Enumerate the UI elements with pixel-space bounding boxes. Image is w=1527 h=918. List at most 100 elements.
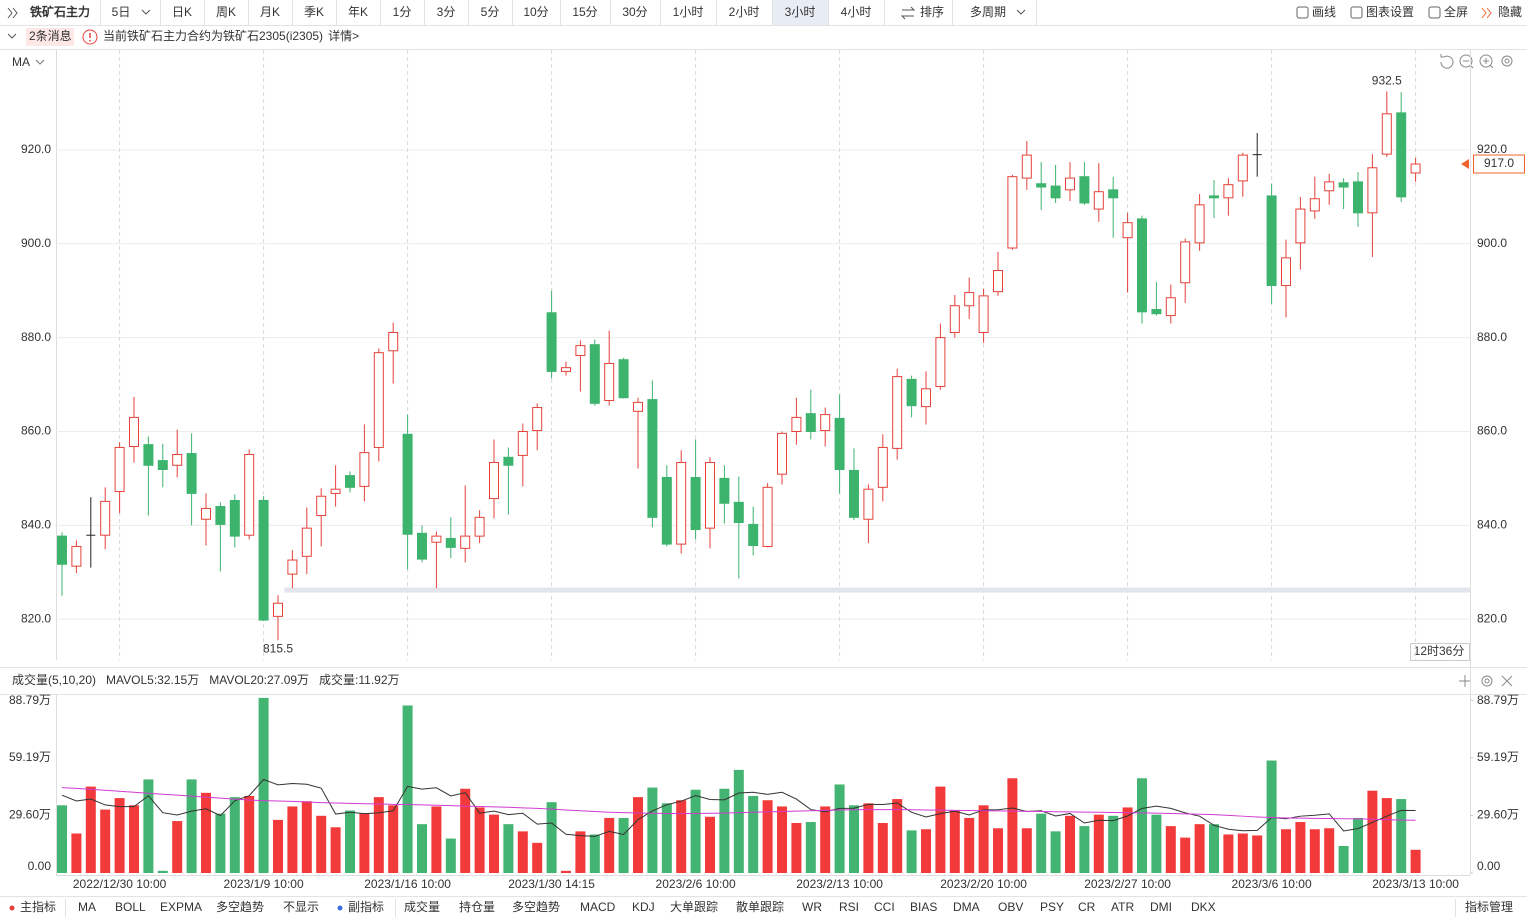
indicator-tab[interactable]: WR — [802, 900, 822, 914]
zoom-in-icon[interactable] — [1479, 54, 1493, 68]
tool-button[interactable]: 画线 — [1312, 5, 1336, 19]
zoom-out-icon[interactable] — [1459, 54, 1473, 68]
candle-body — [517, 430, 528, 456]
main-dot — [9, 905, 15, 911]
indicator-tab[interactable]: PSY — [1040, 900, 1064, 914]
volume-bar — [949, 810, 960, 873]
candle-body — [86, 534, 96, 536]
indicator-tab[interactable]: DMI — [1150, 900, 1172, 914]
x-tick-label: 2023/2/27 10:00 — [1084, 877, 1171, 891]
indicator-tab[interactable]: EXPMA — [160, 900, 202, 914]
period-tab[interactable]: 月K — [260, 5, 280, 19]
indicator-tab[interactable]: 大单跟踪 — [670, 900, 718, 914]
vol-tick-label-right: 88.79万 — [1477, 693, 1519, 707]
symbol[interactable]: 铁矿石主力 — [30, 4, 90, 19]
y-tick-label-right: 880.0 — [1477, 330, 1507, 344]
period-tab[interactable]: 季K — [304, 5, 324, 19]
tool-button[interactable]: 隐藏 — [1498, 5, 1522, 19]
volume-bar — [633, 797, 643, 873]
indicator-tab[interactable]: MACD — [580, 900, 616, 914]
period-tab[interactable]: 周K — [216, 5, 236, 19]
ma-dropdown[interactable] — [35, 59, 45, 65]
indicator-tab[interactable]: DKX — [1191, 900, 1216, 914]
indicator-tab[interactable]: ATR — [1111, 900, 1134, 914]
message-link[interactable]: 详情> — [328, 28, 359, 43]
expand-icon[interactable] — [7, 33, 17, 39]
vol-tick-label: 88.79万 — [9, 693, 51, 707]
candle-body — [618, 359, 629, 399]
indicator-tab[interactable]: DMA — [953, 900, 980, 914]
indicator-tab[interactable]: MA — [78, 900, 96, 914]
collapse-icon[interactable] — [7, 7, 18, 19]
indicator-tab[interactable]: 多空趋势 — [512, 900, 560, 914]
sort-button[interactable]: 排序 — [920, 4, 944, 19]
volume-bar — [1295, 822, 1306, 873]
vol-settings-icon[interactable] — [1481, 675, 1493, 687]
settings-icon[interactable] — [1501, 55, 1513, 67]
period-tab[interactable]: 10分 — [523, 5, 548, 19]
candle-body — [287, 559, 298, 575]
period-tab[interactable]: 3分 — [437, 5, 456, 19]
indicator-tab[interactable]: BIAS — [910, 900, 937, 914]
volume-tools — [1459, 675, 1513, 687]
volume-bar — [1252, 835, 1263, 873]
period-tab[interactable]: 15分 — [572, 5, 597, 19]
indicator-label[interactable]: MA — [12, 55, 30, 69]
message-badge — [26, 28, 74, 46]
indicator-tab[interactable]: RSI — [839, 900, 859, 914]
candle-body — [561, 367, 571, 372]
multi-period[interactable]: 多周期 — [970, 5, 1006, 19]
candle-body — [503, 456, 514, 466]
candle-body — [1122, 222, 1133, 239]
tool-button[interactable]: 全屏 — [1444, 4, 1468, 19]
period-tab[interactable]: 30分 — [622, 5, 647, 19]
candle-body — [661, 476, 672, 545]
reset-icon[interactable] — [1440, 54, 1454, 69]
indicator-tab[interactable]: 多空趋势 — [216, 900, 264, 914]
candle-body — [1295, 208, 1306, 244]
period-tab[interactable]: 3小时 — [785, 5, 816, 19]
volume-bar — [762, 800, 773, 873]
indicator-tab[interactable]: 持仓量 — [459, 899, 495, 914]
period-tab[interactable]: 年K — [348, 5, 368, 19]
volume-bar — [474, 807, 485, 873]
period-tab[interactable]: 5日 — [112, 5, 131, 19]
indicator-tab[interactable]: 成交量 — [404, 899, 440, 914]
candle-body — [474, 516, 485, 537]
period-tab[interactable]: 日K — [172, 5, 192, 19]
volume-bar — [1021, 828, 1032, 873]
candle-body — [229, 499, 240, 537]
x-tick-label: 2023/3/13 10:00 — [1372, 877, 1459, 891]
indicator-tab[interactable]: BOLL — [115, 900, 146, 914]
message-count[interactable]: 2条消息 — [29, 28, 72, 43]
volume-bar — [71, 833, 82, 873]
x-tick-label: 2023/1/9 10:00 — [224, 877, 304, 891]
close-icon[interactable] — [1501, 675, 1513, 687]
candle-body — [719, 477, 730, 504]
candle-body — [964, 292, 975, 307]
add-icon[interactable] — [1459, 675, 1471, 687]
indicator-tab[interactable]: 不显示 — [283, 900, 319, 914]
indicator-tab[interactable]: CR — [1078, 900, 1096, 914]
indicator-tab[interactable]: OBV — [998, 900, 1023, 914]
period-tab[interactable]: 5分 — [481, 5, 500, 19]
period-tab[interactable]: 4小时 — [841, 5, 872, 19]
volume-bar — [402, 705, 413, 873]
tool-button[interactable]: 图表设置 — [1366, 5, 1414, 19]
indicator-manage[interactable]: 指标管理 — [1465, 899, 1513, 914]
period-tab[interactable]: 1小时 — [673, 5, 704, 19]
candle-body — [978, 295, 989, 333]
indicator-tab[interactable]: CCI — [874, 900, 895, 914]
candle-body — [733, 501, 744, 524]
period-tab[interactable]: 2小时 — [729, 5, 760, 19]
vol-tick-label: 29.60万 — [9, 808, 51, 822]
volume-bar — [575, 831, 586, 873]
indicator-tab[interactable]: KDJ — [632, 900, 655, 914]
indicator-tab[interactable]: 散单跟踪 — [736, 899, 784, 914]
volume-bar — [1007, 778, 1018, 873]
volume-bar — [1367, 790, 1378, 873]
period-tab[interactable]: 1分 — [393, 5, 412, 19]
mavol-line — [61, 787, 1416, 821]
volume-bar — [1180, 837, 1191, 873]
